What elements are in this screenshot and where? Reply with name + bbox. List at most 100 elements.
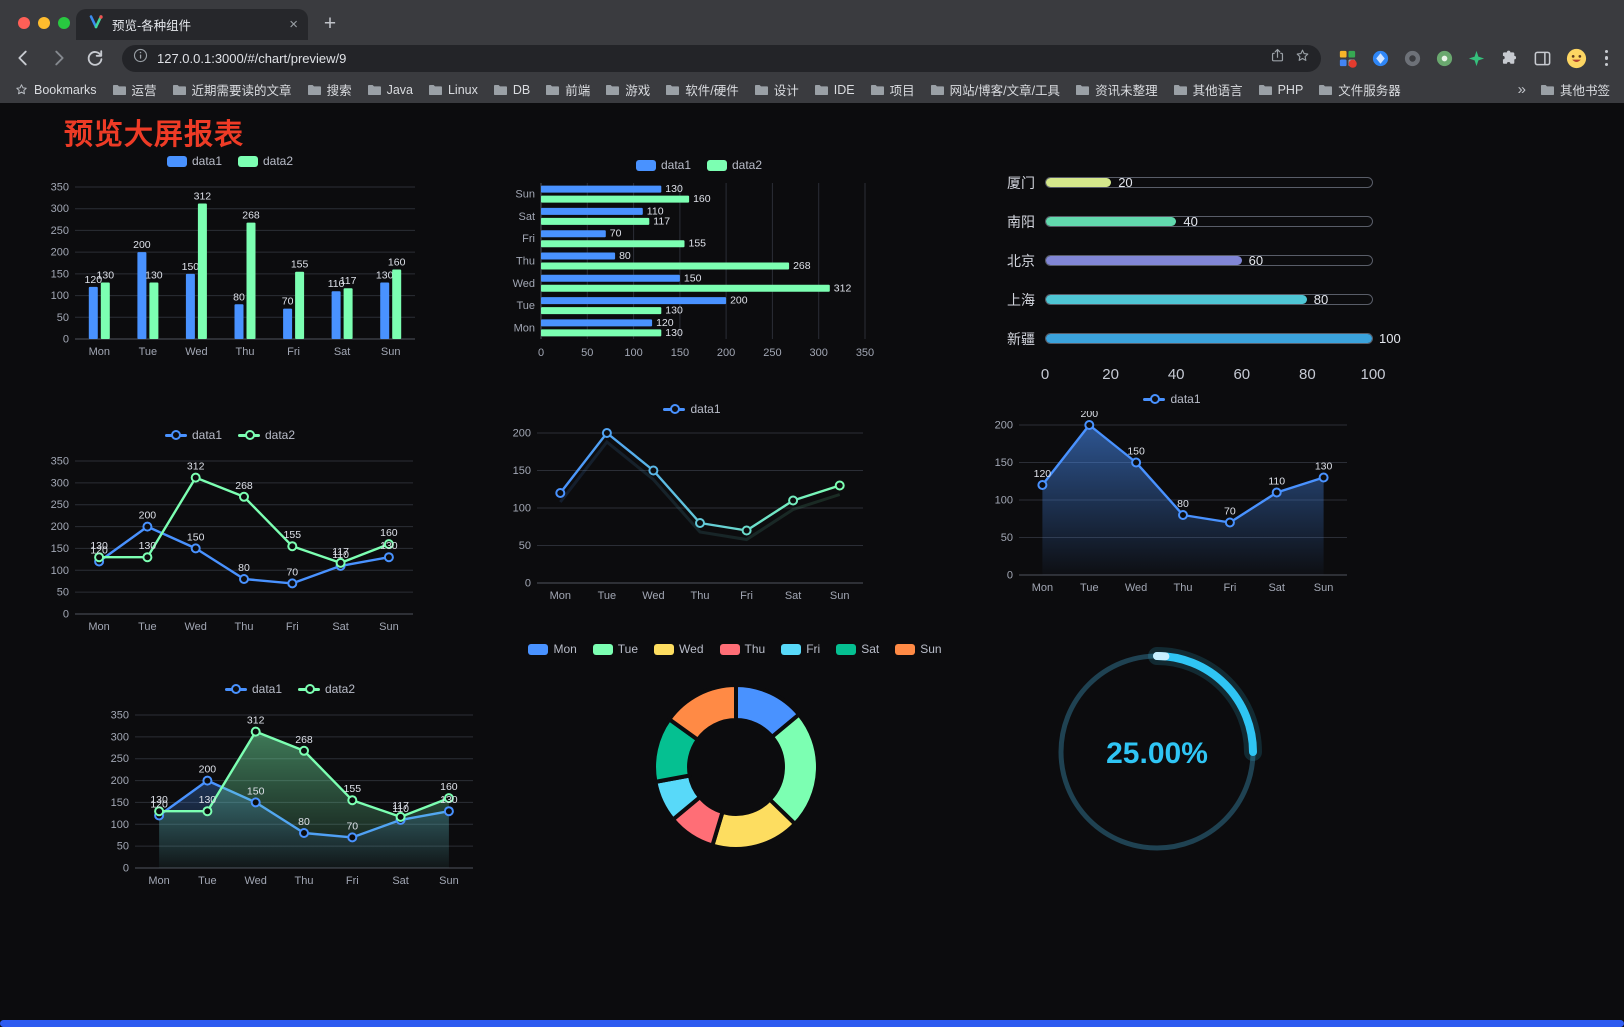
bookmark-item[interactable]: Java: [367, 83, 413, 97]
bookmark-item[interactable]: 其他语言: [1173, 80, 1243, 99]
svg-text:130: 130: [440, 794, 458, 806]
address-bar[interactable]: 127.0.0.1:3000/#/chart/preview/9: [122, 44, 1321, 72]
legend-item[interactable]: Tue: [592, 642, 638, 656]
line-chart-canvas[interactable]: 0 50 100 150 200 Mon Tue Wed Thu Fri Sat Sun 120 200 1…: [983, 411, 1361, 601]
legend-item[interactable]: data1: [164, 428, 222, 442]
back-icon[interactable]: [12, 47, 34, 69]
chart-donut[interactable]: Mon Tue Wed Thu Fri Sat Sun: [528, 637, 942, 872]
profile-avatar[interactable]: [1565, 47, 1588, 70]
progress-row[interactable]: 北京 60: [993, 241, 1373, 280]
legend-item[interactable]: data1: [166, 154, 222, 168]
bookmark-item[interactable]: PHP: [1258, 83, 1303, 97]
other-bookmarks-item[interactable]: 其他书签: [1540, 80, 1610, 99]
url-text[interactable]: 127.0.0.1:3000/#/chart/preview/9: [157, 50, 347, 66]
bookmarks-overflow-chevron[interactable]: »: [1517, 81, 1526, 98]
line-chart-canvas[interactable]: 0 50 100 150 200 Mon Tue Wed Thu Fri Sat Sun: [503, 421, 881, 609]
gauge-chart-canvas[interactable]: 25.00%: [1041, 636, 1273, 868]
legend-label: data1: [1170, 392, 1201, 406]
bookmark-star-icon[interactable]: [1294, 47, 1311, 69]
legend-item[interactable]: Sat: [836, 642, 879, 656]
legend-marker-rect: [654, 643, 675, 655]
chart-area-single[interactable]: data1 0 50 100 150 200 Mon Tue Wed Thu Fri Sat Sun 12…: [983, 387, 1361, 601]
extension-gray-icon[interactable]: [1403, 49, 1422, 68]
bookmark-item[interactable]: 近期需要读的文章: [172, 80, 292, 99]
legend-item[interactable]: data2: [707, 158, 762, 172]
extension-blue-icon[interactable]: [1371, 49, 1390, 68]
progress-chart[interactable]: 厦门 20 南阳 40 北京 60 上海 80 新疆 100 0 20 40 60 80 100: [993, 159, 1401, 384]
legend-item[interactable]: Wed: [654, 642, 704, 656]
window-close-button[interactable]: [18, 17, 30, 29]
new-tab-button[interactable]: +: [323, 12, 337, 35]
bookmark-item[interactable]: 运营: [112, 80, 157, 99]
extensions-puzzle-icon[interactable]: [1499, 48, 1520, 69]
legend-item[interactable]: data2: [238, 154, 293, 168]
svg-text:Thu: Thu: [516, 256, 535, 268]
extension-colorful-icon[interactable]: [1337, 48, 1358, 69]
svg-text:Sun: Sun: [515, 189, 535, 201]
site-info-icon[interactable]: [132, 47, 149, 69]
tab-close-icon[interactable]: ×: [289, 16, 298, 33]
bar-chart-canvas[interactable]: 0 50 100 150 200 250 300 350 Mon Tue Wed Thu Fri Sat S…: [35, 173, 425, 363]
bookmark-item[interactable]: 软件/硬件: [665, 80, 739, 99]
chart-legend: data1 data2: [35, 423, 425, 447]
progress-row[interactable]: 南阳 40: [993, 202, 1373, 241]
extension-green-circle-icon[interactable]: [1435, 49, 1454, 68]
chart-gauge[interactable]: 25.00%: [1041, 636, 1273, 868]
gauge-value: 25.00%: [1106, 737, 1208, 770]
pie-chart-canvas[interactable]: [545, 661, 925, 872]
folder-icon: [666, 84, 680, 95]
chart-line-area-dual[interactable]: data1 data2 0 50 100 150 200 250 300 350 Mon Tue Wed…: [95, 677, 485, 892]
chart-bar-grouped[interactable]: data1 data2 0 50 100 150 200 250 300 350 Mon Tue Wed…: [35, 149, 425, 363]
progress-value: 20: [1118, 175, 1133, 190]
legend-item[interactable]: data1: [663, 402, 721, 416]
bookmark-item[interactable]: 搜索: [307, 80, 352, 99]
progress-row[interactable]: 上海 80: [993, 280, 1373, 319]
bookmark-item[interactable]: 设计: [754, 80, 799, 99]
line-chart-canvas[interactable]: 0 50 100 150 200 250 300 350 Mon Tue Wed Thu Fri Sat S…: [35, 447, 425, 638]
share-icon[interactable]: [1269, 47, 1286, 69]
legend-item[interactable]: data1: [224, 682, 282, 696]
bookmarks-manager-item[interactable]: Bookmarks: [14, 82, 97, 97]
legend-item[interactable]: data1: [635, 158, 691, 172]
bookmark-item[interactable]: DB: [493, 83, 530, 97]
side-panel-icon[interactable]: [1533, 49, 1552, 68]
legend-item[interactable]: data1: [1143, 392, 1201, 406]
legend-item[interactable]: Sun: [895, 642, 942, 656]
browser-tab[interactable]: 预览-各种组件 ×: [76, 9, 308, 40]
svg-text:70: 70: [282, 296, 294, 308]
chart-hbar-grouped[interactable]: data1 data2 0 50 100 150 200 250 300 350 Sun 130 160…: [503, 153, 895, 365]
bookmark-item[interactable]: Linux: [428, 83, 478, 97]
legend-label: data2: [265, 428, 296, 442]
browser-menu-icon[interactable]: [1601, 49, 1613, 67]
legend-item[interactable]: Mon: [528, 642, 577, 656]
bookmark-item[interactable]: 网站/博客/文章/工具: [930, 80, 1060, 99]
window-minimize-button[interactable]: [38, 17, 50, 29]
bookmark-item[interactable]: 前端: [545, 80, 590, 99]
legend-item[interactable]: data2: [238, 428, 295, 442]
chart-line-gradient[interactable]: data1 0 50 100 150 200 Mon Tue Wed Thu Fri Sat Sun: [503, 397, 881, 609]
bookmark-item[interactable]: 游戏: [605, 80, 650, 99]
svg-text:Thu: Thu: [236, 346, 255, 358]
progress-row[interactable]: 新疆 100: [993, 319, 1401, 358]
legend-item[interactable]: data2: [298, 682, 355, 696]
reload-icon[interactable]: [84, 47, 106, 69]
bookmark-item[interactable]: 资讯未整理: [1075, 80, 1158, 99]
extension-green-star-icon[interactable]: [1467, 49, 1486, 68]
chart-line-dual[interactable]: data1 data2 0 50 100 150 200 250 300 350 Mon Tue Wed…: [35, 423, 425, 638]
svg-text:Sun: Sun: [830, 590, 850, 602]
legend-marker-rect: [719, 643, 740, 655]
window-zoom-button[interactable]: [58, 17, 70, 29]
line-chart-canvas[interactable]: 0 50 100 150 200 250 300 350 Mon Tue Wed Thu Fri Sat S…: [95, 701, 485, 892]
forward-icon[interactable]: [48, 47, 70, 69]
progress-row[interactable]: 厦门 20: [993, 163, 1373, 202]
bookmark-item[interactable]: 文件服务器: [1318, 80, 1401, 99]
bookmark-item[interactable]: IDE: [814, 83, 855, 97]
legend-item[interactable]: Thu: [719, 642, 765, 656]
chart-legend: data1: [983, 387, 1361, 411]
legend-item[interactable]: Fri: [781, 642, 820, 656]
svg-text:50: 50: [117, 841, 129, 853]
svg-text:Fri: Fri: [287, 346, 300, 358]
chart-progress-bars[interactable]: 厦门 20 南阳 40 北京 60 上海 80 新疆 100 0 20 40 60 80 100: [993, 159, 1401, 389]
bookmark-item[interactable]: 项目: [870, 80, 915, 99]
